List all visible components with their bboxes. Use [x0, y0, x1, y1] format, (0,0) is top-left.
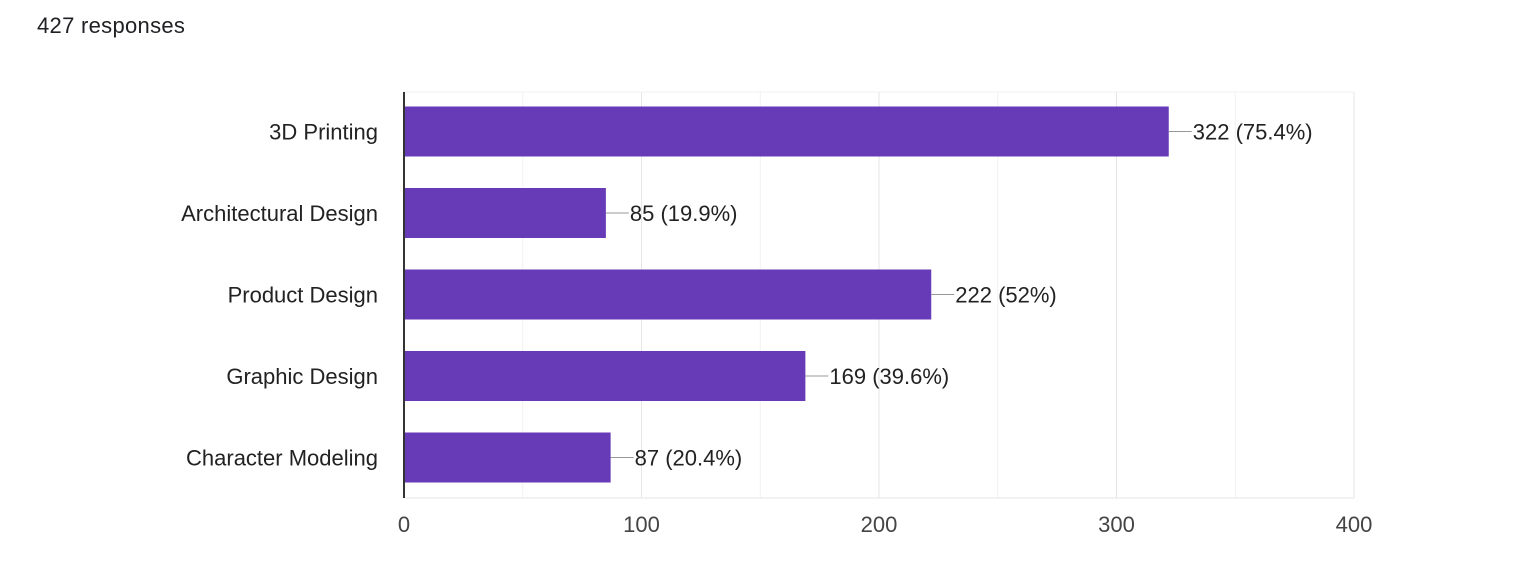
x-tick-label: 200	[861, 512, 898, 537]
responses-count: 427 responses	[37, 13, 186, 38]
bar-3	[404, 351, 806, 401]
data-label: 169 (39.6%)	[829, 364, 949, 389]
x-tick-label: 100	[623, 512, 660, 537]
data-label: 322 (75.4%)	[1193, 120, 1313, 145]
data-label: 85 (19.9%)	[630, 201, 738, 226]
bar-1	[404, 188, 606, 238]
category-label: Architectural Design	[181, 201, 378, 226]
data-label: 87 (20.4%)	[635, 446, 743, 471]
category-label: Graphic Design	[226, 364, 378, 389]
category-label: Product Design	[228, 283, 378, 308]
bar-0	[404, 106, 1169, 157]
category-label: 3D Printing	[269, 120, 378, 145]
x-tick-label: 300	[1098, 512, 1135, 537]
data-label: 222 (52%)	[955, 283, 1057, 308]
x-tick-label: 0	[398, 512, 410, 537]
x-tick-label: 400	[1336, 512, 1373, 537]
bar-4	[404, 432, 611, 483]
bar-2	[404, 269, 932, 320]
category-label: Character Modeling	[186, 446, 378, 471]
